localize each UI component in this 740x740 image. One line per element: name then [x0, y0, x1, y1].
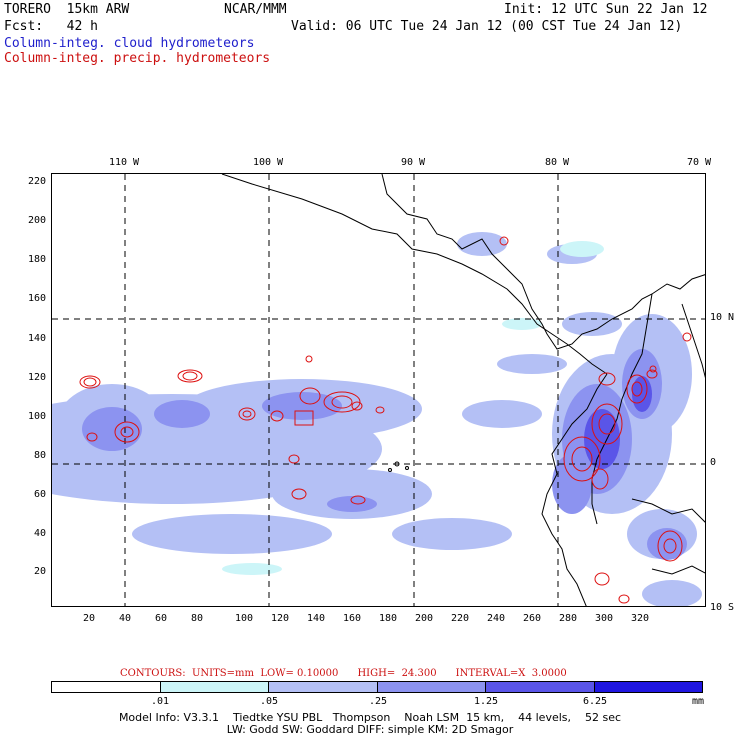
coastlines: [221, 174, 705, 606]
x-tick: 100: [234, 613, 254, 624]
x-tick: 60: [154, 613, 168, 624]
y-tick: 140: [27, 333, 46, 344]
lon-label-100w: 100 W: [252, 157, 284, 168]
organization: NCAR/MMM: [224, 2, 287, 17]
forecast-map: [51, 173, 706, 607]
x-tick: 280: [558, 613, 578, 624]
colorbar-label: .05: [260, 696, 279, 707]
colorbar-unit: mm: [692, 696, 705, 707]
y-tick: 120: [27, 372, 46, 383]
forecast-hour: Fcst: 42 h: [4, 19, 98, 34]
x-tick: 300: [594, 613, 614, 624]
x-tick: 240: [486, 613, 506, 624]
y-tick: 20: [33, 566, 46, 577]
y-tick: 200: [27, 215, 46, 226]
x-tick: 80: [190, 613, 204, 624]
x-tick: 40: [118, 613, 132, 624]
precip-contours: [79, 236, 692, 604]
lon-label-90w: 90 W: [400, 157, 426, 168]
x-tick: 140: [306, 613, 326, 624]
y-tick: 60: [33, 489, 46, 500]
model-info-line1: Model Info: V3.3.1 Tiedtke YSU PBL Thomp…: [118, 711, 622, 724]
x-tick: 220: [450, 613, 470, 624]
x-tick: 120: [270, 613, 290, 624]
colorbar-segment: [160, 682, 269, 692]
lat-label-0: 0: [710, 457, 717, 468]
y-tick: 80: [33, 450, 46, 461]
lon-label-70w: 70 W: [686, 157, 712, 168]
x-tick: 180: [378, 613, 398, 624]
colorbar-label: .01: [151, 696, 170, 707]
x-tick: 320: [630, 613, 650, 624]
colorbar-segment: [377, 682, 486, 692]
model-info-line2: LW: Godd SW: Goddard DIFF: simple KM: 2D…: [226, 723, 514, 736]
colorbar-segment: [486, 682, 595, 692]
lon-label-110w: 110 W: [108, 157, 140, 168]
colorbar-label: 6.25: [583, 696, 608, 707]
y-tick: 160: [27, 293, 46, 304]
lon-label-80w: 80 W: [544, 157, 570, 168]
x-tick: 20: [82, 613, 96, 624]
y-tick: 180: [27, 254, 46, 265]
x-tick: 200: [414, 613, 434, 624]
colorbar-label: .25: [369, 696, 388, 707]
model-name: TORERO 15km ARW: [4, 2, 130, 17]
colorbar-segment: [269, 682, 378, 692]
y-tick: 100: [27, 411, 46, 422]
contours-note: CONTOURS: UNITS=mm LOW= 0.10000 HIGH= 24…: [120, 668, 567, 679]
x-tick: 260: [522, 613, 542, 624]
y-tick: 40: [33, 528, 46, 539]
y-tick: 220: [27, 176, 46, 187]
map-canvas: [52, 174, 705, 606]
colorbar-segment: [594, 682, 702, 692]
x-tick: 160: [342, 613, 362, 624]
legend-precip: Column-integ. precip. hydrometeors: [4, 51, 271, 66]
colorbar: [51, 681, 703, 693]
valid-time: Valid: 06 UTC Tue 24 Jan 12 (00 CST Tue …: [291, 19, 683, 34]
lat-label-10n: 10 N: [710, 312, 735, 323]
cloud-shading: [52, 232, 702, 606]
colorbar-segment: [52, 682, 161, 692]
colorbar-label: 1.25: [474, 696, 499, 707]
lat-label-10s: 10 S: [710, 602, 735, 613]
legend-cloud: Column-integ. cloud hydrometeors: [4, 36, 255, 51]
init-time: Init: 12 UTC Sun 22 Jan 12: [504, 2, 708, 17]
